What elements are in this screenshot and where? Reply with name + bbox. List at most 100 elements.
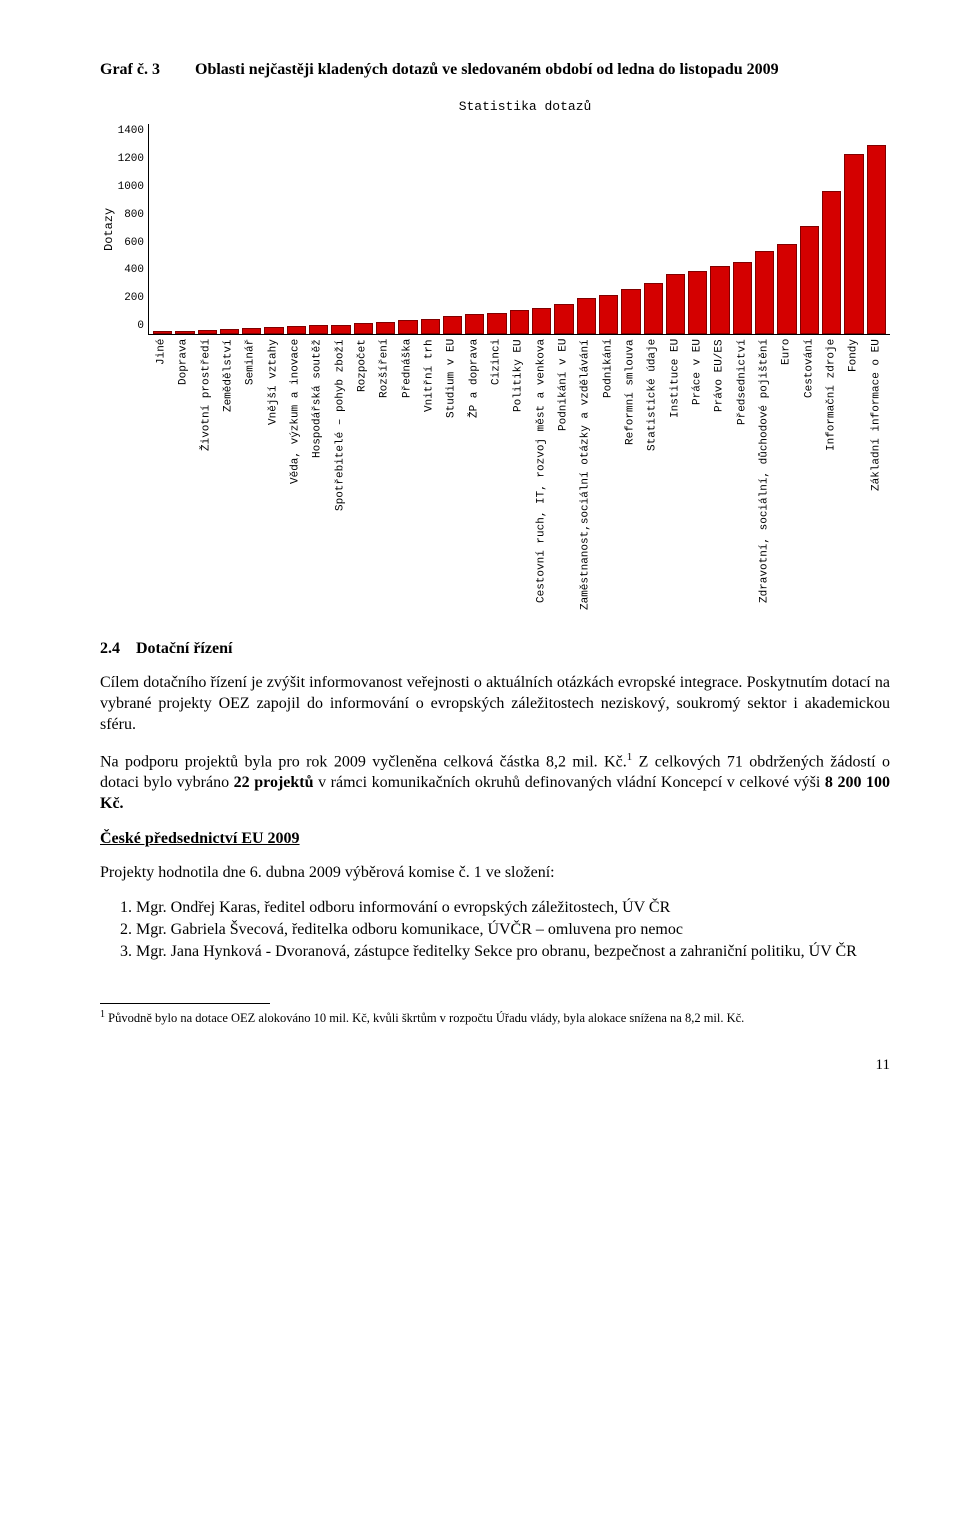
x-label: Zaměstnanost,sociální otázky a vzděláván… (576, 339, 595, 609)
x-label: Cestování (800, 339, 819, 609)
bar (465, 314, 484, 334)
bar (153, 331, 172, 333)
bar (510, 310, 529, 333)
para2-a: Na podporu projektů byla pro rok 2009 vy… (100, 753, 627, 770)
bar (264, 327, 283, 334)
bar (309, 325, 328, 333)
x-label: Hospodářská soutěž (308, 339, 327, 609)
x-label: Instituce EU (666, 339, 685, 609)
x-label: Předsednictví (733, 339, 752, 609)
x-label: Spotřebitelé – pohyb zboží (331, 339, 350, 609)
y-tick: 1400 (118, 124, 144, 138)
bar (554, 304, 573, 334)
graf-number: Graf č. 3 (100, 60, 195, 81)
paragraph-2: Na podporu projektů byla pro rok 2009 vy… (100, 750, 890, 815)
page-number: 11 (100, 1056, 890, 1076)
x-labels: JinéDopravaŽivotní prostředíZemědělstvíS… (148, 335, 890, 609)
graf-title: Oblasti nejčastěji kladených dotazů ve s… (195, 60, 779, 81)
bar (733, 262, 752, 334)
graf-heading: Graf č. 3 Oblasti nejčastěji kladených d… (100, 60, 890, 81)
x-label: Podnikání (599, 339, 618, 609)
bar (644, 283, 663, 334)
bar (822, 191, 841, 333)
bar (398, 320, 417, 334)
y-tick: 400 (118, 263, 144, 277)
y-tick: 1200 (118, 152, 144, 166)
x-label: Seminář (241, 339, 260, 609)
x-label: Informační zdroje (822, 339, 841, 609)
bar (287, 326, 306, 334)
bar (198, 330, 217, 334)
section-heading: 2.4 Dotační řízení (100, 639, 890, 660)
x-label: Zemědělství (219, 339, 238, 609)
y-axis-label: Dotazy (100, 124, 118, 334)
x-label: Jiné (152, 339, 171, 609)
para2-c: v rámci komunikačních okruhů definovanýc… (314, 774, 825, 791)
y-tick: 800 (118, 208, 144, 222)
x-label: Životní prostředí (197, 339, 216, 609)
bar (487, 313, 506, 334)
bar (331, 325, 350, 334)
x-label: Studium v EU (442, 339, 461, 609)
bar (354, 323, 373, 334)
y-tick: 600 (118, 236, 144, 250)
bar (666, 274, 685, 334)
bar (421, 319, 440, 334)
y-ticks: 1400 1200 1000 800 600 400 200 0 (118, 124, 148, 334)
x-label: Doprava (174, 339, 193, 609)
bar (577, 298, 596, 334)
x-label: Cizinci (487, 339, 506, 609)
x-label: Reformní smlouva (621, 339, 640, 609)
x-label: Základní informace o EU (867, 339, 886, 609)
y-tick: 200 (118, 291, 144, 305)
bar (755, 251, 774, 334)
list-item: Mgr. Ondřej Karas, ředitel odboru inform… (136, 898, 890, 919)
members-list: Mgr. Ondřej Karas, ředitel odboru inform… (100, 898, 890, 962)
list-item: Mgr. Gabriela Švecová, ředitelka odboru … (136, 920, 890, 941)
x-label: Zdravotní, sociální, důchodové pojištění (755, 339, 774, 609)
plot-area (148, 124, 890, 335)
y-tick: 0 (118, 319, 144, 333)
x-label: Právo EU/ES (710, 339, 729, 609)
footnote-text: Původně bylo na dotace OEZ alokováno 10 … (105, 1011, 744, 1025)
bar (175, 331, 194, 334)
x-label: Podnikání v EU (554, 339, 573, 609)
x-label: Rozpočet (353, 339, 372, 609)
bar (688, 271, 707, 334)
x-label: Politiky EU (509, 339, 528, 609)
x-label: Věda, výzkum a inovace (286, 339, 305, 609)
paragraph-3: Projekty hodnotila dne 6. dubna 2009 výb… (100, 863, 890, 884)
footnote-rule (100, 1003, 270, 1004)
para2-bold1: 22 projektů (234, 774, 314, 791)
bar (710, 266, 729, 334)
bar (844, 154, 863, 334)
section-title: Dotační řízení (136, 640, 232, 657)
x-label: Přednáška (398, 339, 417, 609)
chart: Statistika dotazů Dotazy 1400 1200 1000 800… (100, 99, 890, 609)
x-label: Euro (777, 339, 796, 609)
bar (532, 308, 551, 334)
bar (777, 244, 796, 334)
bar (867, 145, 886, 334)
bar (443, 316, 462, 334)
chart-title: Statistika dotazů (160, 99, 890, 116)
bar (242, 328, 261, 333)
x-label: Fondy (844, 339, 863, 609)
x-label: Vnější vztahy (264, 339, 283, 609)
x-label: Rozšíření (375, 339, 394, 609)
subheading: České předsednictví EU 2009 (100, 829, 890, 850)
bar (800, 226, 819, 334)
bar (376, 322, 395, 334)
paragraph-1: Cílem dotačního řízení je zvýšit informo… (100, 673, 890, 735)
section-number: 2.4 (100, 640, 120, 657)
y-tick: 1000 (118, 180, 144, 194)
x-label: Práce v EU (688, 339, 707, 609)
bar (220, 329, 239, 334)
x-label: Statistické údaje (643, 339, 662, 609)
bar (621, 289, 640, 334)
list-item: Mgr. Jana Hynková - Dvoranová, zástupce … (136, 942, 890, 963)
bar (599, 295, 618, 334)
x-label: ŽP a doprava (465, 339, 484, 609)
x-label: Vnitřní trh (420, 339, 439, 609)
footnote: 1 Původně bylo na dotace OEZ alokováno 1… (100, 1008, 890, 1026)
